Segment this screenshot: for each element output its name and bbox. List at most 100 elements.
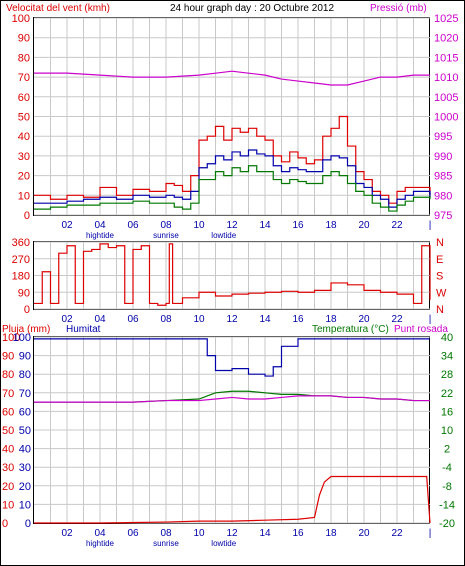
axes-layer: 0102030405060708090100975980985990995100… xyxy=(2,13,458,548)
pressure-axis-tick: 995 xyxy=(434,131,452,143)
x-tick-label: 04 xyxy=(94,220,106,231)
x-tick-label: 14 xyxy=(259,220,271,231)
wind-speed-label: Velocitat del vent (kmh) xyxy=(6,3,110,14)
x-tick-label: 16 xyxy=(292,220,304,231)
temperature-axis-tick: 16 xyxy=(441,406,453,418)
compass-axis-tick: S xyxy=(436,271,443,283)
humidity-axis-tick: 70 xyxy=(19,388,31,400)
direction-axis-tick: 90 xyxy=(18,287,30,299)
wind-axis-tick: 20 xyxy=(18,171,30,183)
wind-axis-tick: 70 xyxy=(18,72,30,84)
humidity-axis-tick: 50 xyxy=(19,425,31,437)
grid-layer xyxy=(34,17,430,524)
humidity-label: Humitat xyxy=(66,324,101,335)
x-tick-label: 18 xyxy=(325,314,337,325)
wind-axis-tick: 90 xyxy=(18,33,30,45)
wind-axis-tick: 100 xyxy=(12,13,30,25)
rain-axis-tick: 30 xyxy=(2,462,14,474)
direction-axis-tick: 270 xyxy=(12,254,30,266)
x-tick-label: 02 xyxy=(61,314,73,325)
humidity-axis-tick: 90 xyxy=(19,351,31,363)
rain-axis-tick: 10 xyxy=(2,499,14,511)
x-tick-label: 08 xyxy=(160,220,172,231)
pressure-axis-tick: 990 xyxy=(434,151,452,163)
x-tick-label: 06 xyxy=(127,220,139,231)
rain-axis-tick: 50 xyxy=(2,425,14,437)
temperature-axis-tick: -4 xyxy=(442,462,452,474)
x-tick-label: 16 xyxy=(292,314,304,325)
pressure-label: Pressió (mb) xyxy=(370,3,427,14)
temperature-axis-tick: 28 xyxy=(441,369,453,381)
wind-axis-tick: 40 xyxy=(18,131,30,143)
x-tick-label: 18 xyxy=(325,528,337,539)
x-tick-label: 10 xyxy=(193,314,205,325)
temperature-axis-tick: -14 xyxy=(439,499,455,511)
series-line xyxy=(34,243,431,306)
pressure-axis-tick: 975 xyxy=(434,210,452,222)
temperature-axis-tick: -8 xyxy=(442,481,452,493)
series-line xyxy=(34,70,430,86)
temperature-axis-tick: 34 xyxy=(441,351,453,363)
x-tick-label: | xyxy=(429,314,432,325)
pressure-axis-tick: 1005 xyxy=(434,92,458,104)
direction-axis-tick: 360 xyxy=(12,237,30,249)
temperature-axis-tick: 22 xyxy=(441,388,453,400)
humidity-axis-tick: 30 xyxy=(19,462,31,474)
rain-axis-tick: 40 xyxy=(2,444,14,456)
x-tick-label: 10 xyxy=(193,220,205,231)
direction-axis-tick: 180 xyxy=(12,271,30,283)
x-tick-label: 20 xyxy=(358,220,370,231)
x-tick-label: 18 xyxy=(325,220,337,231)
rain-label: Pluja (mm) xyxy=(2,324,50,335)
x-tick-label: 22 xyxy=(391,528,403,539)
compass-axis-tick: N xyxy=(436,237,444,249)
x-tick-label: 06 xyxy=(127,528,139,539)
compass-axis-tick: W xyxy=(436,287,447,299)
rain-axis-tick: 70 xyxy=(2,388,14,400)
x-tick-label: 06 xyxy=(127,314,139,325)
wind-axis-tick: 50 xyxy=(18,112,30,124)
temperature-label: Temperatura (°C) xyxy=(312,324,389,335)
rain-axis-tick: 60 xyxy=(2,406,14,418)
dewpoint-label: Punt rosada xyxy=(394,324,448,335)
wind-axis-tick: 10 xyxy=(18,190,30,202)
x-annotation-label: lowtide xyxy=(211,231,236,240)
pressure-axis-tick: 985 xyxy=(434,171,452,183)
x-tick-label: 04 xyxy=(94,314,106,325)
x-tick-label: 02 xyxy=(61,220,73,231)
x-tick-label: 14 xyxy=(259,314,271,325)
x-tick-label: 22 xyxy=(391,314,403,325)
x-annotation-label: hightide xyxy=(86,539,115,548)
series-line xyxy=(34,165,431,212)
rain-axis-tick: 20 xyxy=(2,481,14,493)
x-annotation-label: sunrise xyxy=(153,231,179,240)
wind-axis-tick: 60 xyxy=(18,92,30,104)
x-tick-label: 16 xyxy=(292,528,304,539)
series-line xyxy=(34,395,430,403)
series-line xyxy=(34,475,431,524)
x-annotation-label: sunrise xyxy=(153,539,179,548)
series-line xyxy=(34,338,430,377)
x-tick-label: 08 xyxy=(160,528,172,539)
pressure-axis-tick: 1020 xyxy=(434,33,458,45)
x-tick-label: 12 xyxy=(226,528,238,539)
x-annotation-label: hightide xyxy=(86,231,115,240)
rain-axis-tick: 0 xyxy=(2,518,8,530)
compass-axis-tick: N xyxy=(436,304,444,316)
pressure-axis-tick: 1000 xyxy=(434,112,458,124)
x-tick-label: 12 xyxy=(226,220,238,231)
pressure-axis-tick: 1025 xyxy=(434,13,458,25)
rain-axis-tick: 90 xyxy=(2,351,14,363)
x-tick-label: 12 xyxy=(226,314,238,325)
pressure-axis-tick: 980 xyxy=(434,190,452,202)
x-tick-label: 04 xyxy=(94,528,106,539)
rain-axis-tick: 100 xyxy=(2,332,20,344)
humidity-axis-tick: 40 xyxy=(19,444,31,456)
temperature-axis-tick: 2 xyxy=(444,444,450,456)
wind-axis-tick: 30 xyxy=(18,151,30,163)
series-layer xyxy=(34,70,431,524)
wind-axis-tick: 80 xyxy=(18,52,30,64)
temperature-axis-tick: 10 xyxy=(441,425,453,437)
